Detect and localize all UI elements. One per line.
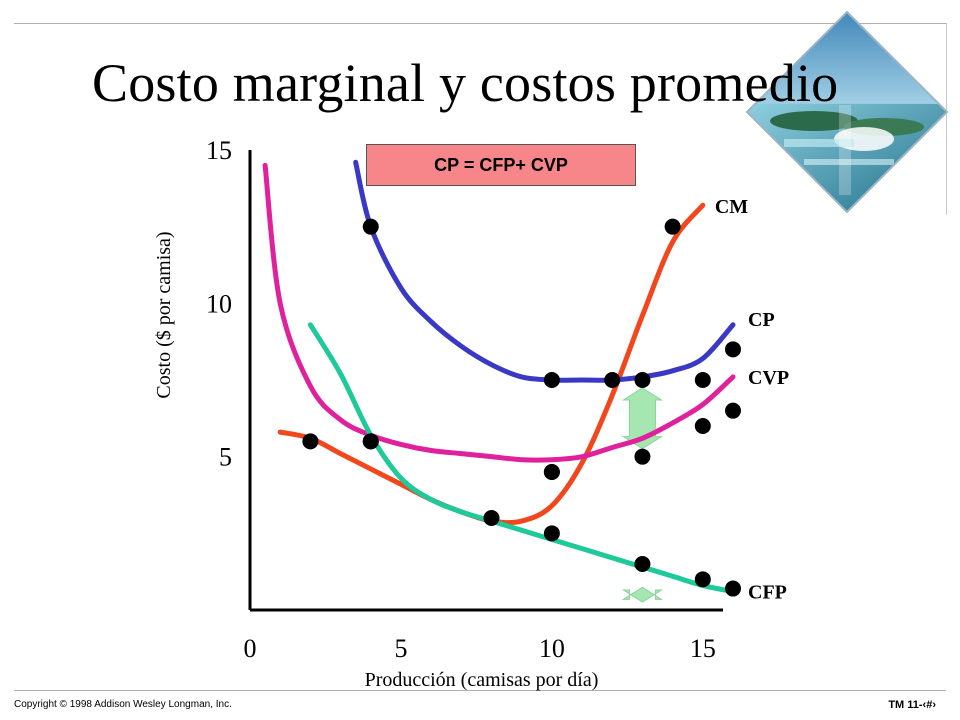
double-arrow (621, 586, 664, 603)
x-axis-label: Producción (camisas por día) (365, 669, 599, 691)
x-tick-label: 10 (539, 634, 565, 663)
point-marker-cm (483, 510, 500, 526)
point-marker-cvp (694, 418, 711, 434)
point-marker-cvp (634, 448, 651, 465)
series-line-cp (353, 159, 736, 383)
formula-box: CP = CFP+ CVP (366, 144, 636, 186)
copyright-text: Copyright © 1998 Addison Wesley Longman,… (14, 699, 232, 710)
series-line-cvp (262, 162, 736, 463)
slide-number: TM 11-‹#› (888, 699, 936, 711)
y-tick-label: 5 (219, 443, 232, 472)
decorative-beach-image (745, 10, 949, 214)
point-marker-cp (543, 372, 560, 388)
point-marker-cvp (725, 402, 741, 419)
point-marker-cp (362, 218, 379, 235)
point-marker-cvp (362, 433, 379, 450)
point-marker-cp (694, 372, 711, 388)
point-marker-cvp (543, 464, 560, 480)
point-marker-cm (664, 218, 681, 235)
top-rule (14, 23, 946, 24)
series-label-cvp: CVP (748, 367, 789, 389)
bottom-rule (14, 690, 946, 691)
point-marker-cfp (725, 580, 741, 597)
y-tick-label: 15 (206, 136, 232, 165)
y-tick-label: 10 (206, 289, 232, 318)
slide-title: Costo marginal y costos promedio (92, 53, 839, 113)
point-marker-cp (725, 341, 741, 358)
point-marker-cm (302, 433, 319, 450)
point-marker-cfp (694, 571, 711, 588)
series-label-cm: CM (715, 196, 748, 218)
x-tick-label: 0 (244, 634, 257, 663)
y-axis-label: Costo ($ por camisa) (153, 231, 175, 398)
series-label-cp: CP (748, 309, 775, 331)
series-label-cfp: CFP (748, 582, 787, 604)
side-rule (946, 23, 947, 215)
point-marker-cfp (634, 556, 651, 572)
point-marker-cm (604, 372, 621, 388)
x-tick-label: 5 (394, 634, 407, 663)
point-marker-cfp (543, 525, 560, 542)
point-marker-cp (634, 372, 651, 388)
x-tick-label: 15 (690, 634, 716, 663)
